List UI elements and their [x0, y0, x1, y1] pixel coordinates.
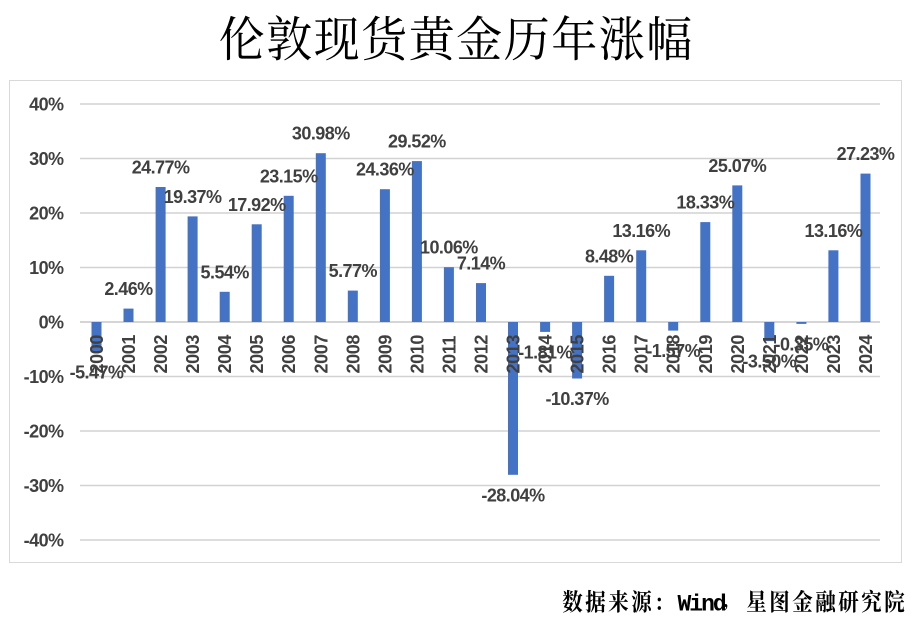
svg-text:-0.35%: -0.35%: [775, 334, 829, 354]
svg-text:10%: 10%: [29, 258, 64, 278]
svg-text:18.33%: 18.33%: [676, 193, 734, 213]
svg-text:2024: 2024: [856, 335, 876, 374]
svg-text:2006: 2006: [279, 335, 299, 374]
svg-text:13.16%: 13.16%: [805, 221, 863, 241]
svg-text:24.36%: 24.36%: [356, 160, 414, 180]
svg-text:-10%: -10%: [24, 367, 64, 387]
svg-text:2015: 2015: [568, 335, 588, 374]
svg-text:40%: 40%: [29, 95, 64, 115]
svg-text:2002: 2002: [151, 335, 171, 374]
svg-text:5.77%: 5.77%: [329, 261, 378, 281]
svg-text:23.15%: 23.15%: [260, 166, 318, 186]
svg-text:29.52%: 29.52%: [388, 132, 446, 152]
svg-text:2009: 2009: [375, 335, 395, 374]
svg-text:27.23%: 27.23%: [837, 144, 895, 164]
svg-text:20%: 20%: [29, 204, 64, 224]
svg-text:-5.47%: -5.47%: [70, 362, 124, 382]
svg-text:25.07%: 25.07%: [708, 156, 766, 176]
svg-text:2018: 2018: [664, 335, 684, 374]
svg-text:-28.04%: -28.04%: [481, 485, 545, 505]
svg-text:2020: 2020: [728, 335, 748, 374]
svg-text:0%: 0%: [39, 313, 64, 333]
svg-text:30.98%: 30.98%: [292, 124, 350, 144]
svg-text:-40%: -40%: [24, 531, 64, 551]
svg-text:2016: 2016: [600, 335, 620, 374]
svg-text:24.77%: 24.77%: [132, 158, 190, 178]
svg-text:5.54%: 5.54%: [201, 262, 250, 282]
svg-text:2011: 2011: [439, 336, 459, 374]
svg-text:-20%: -20%: [24, 422, 64, 442]
svg-text:10.06%: 10.06%: [420, 238, 478, 258]
svg-text:Wind: Wind: [678, 592, 726, 618]
svg-text:-30%: -30%: [24, 476, 64, 496]
svg-text:2012: 2012: [472, 335, 492, 374]
svg-text:2022: 2022: [792, 335, 812, 374]
svg-text:7.14%: 7.14%: [457, 254, 506, 274]
svg-text:2008: 2008: [343, 335, 363, 374]
svg-text:2004: 2004: [215, 335, 235, 374]
svg-text:2014: 2014: [536, 335, 556, 374]
svg-text:13.16%: 13.16%: [612, 221, 670, 241]
svg-text:2023: 2023: [824, 335, 844, 374]
svg-text:17.92%: 17.92%: [228, 195, 286, 215]
svg-text:2010: 2010: [407, 335, 427, 374]
svg-text:-1.57%: -1.57%: [646, 341, 700, 361]
svg-text:2021: 2021: [760, 335, 780, 374]
svg-text:2001: 2001: [119, 335, 139, 374]
svg-text:2000: 2000: [87, 335, 107, 374]
svg-text:2003: 2003: [183, 335, 203, 374]
svg-text:2.46%: 2.46%: [104, 279, 153, 299]
svg-text:19.37%: 19.37%: [164, 187, 222, 207]
svg-text:-10.37%: -10.37%: [545, 389, 609, 409]
svg-text:-3.50%: -3.50%: [742, 352, 796, 372]
svg-text:2017: 2017: [632, 335, 652, 374]
svg-text:2013: 2013: [504, 335, 524, 374]
svg-text:2005: 2005: [247, 335, 267, 374]
svg-text:8.48%: 8.48%: [585, 246, 634, 266]
svg-text:30%: 30%: [29, 149, 64, 169]
svg-text:2007: 2007: [311, 335, 331, 374]
svg-text:-1.81%: -1.81%: [518, 342, 572, 362]
svg-text:2019: 2019: [696, 335, 716, 374]
